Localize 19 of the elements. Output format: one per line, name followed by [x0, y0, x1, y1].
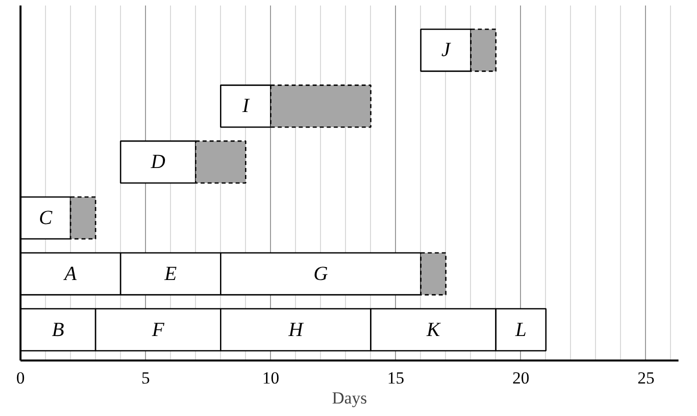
- data-label: G: [314, 262, 329, 285]
- data-label: L: [514, 318, 526, 341]
- data-label: K: [426, 318, 442, 341]
- x-tick-label: 10: [262, 368, 280, 388]
- data-label: E: [164, 262, 177, 285]
- data-label: J: [441, 39, 452, 62]
- data-label: D: [150, 151, 166, 174]
- x-tick-label: 20: [512, 368, 530, 388]
- x-tick-label: 0: [16, 368, 25, 388]
- x-axis-title: Days: [332, 388, 367, 408]
- data-label: C: [38, 206, 53, 229]
- data-label: A: [62, 262, 78, 285]
- x-tick-label: 15: [387, 368, 404, 388]
- data-label: F: [150, 318, 165, 341]
- x-tick-label: 25: [637, 368, 654, 388]
- data-label: I: [241, 95, 250, 118]
- data-label: B: [52, 318, 64, 341]
- data-label: H: [287, 318, 304, 341]
- x-tick-label: 5: [141, 368, 150, 388]
